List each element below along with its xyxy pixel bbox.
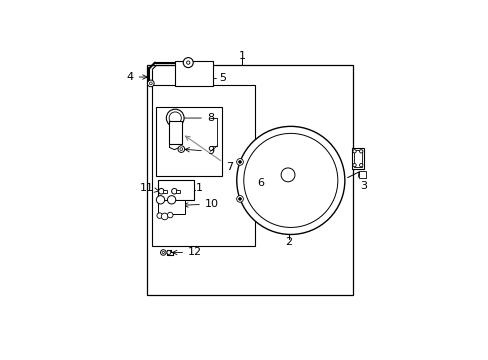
Text: 11: 11 bbox=[181, 184, 203, 193]
Circle shape bbox=[147, 80, 154, 87]
Bar bbox=[163, 190, 166, 193]
Bar bbox=[156, 107, 222, 176]
Circle shape bbox=[236, 195, 243, 202]
Circle shape bbox=[352, 150, 355, 153]
Circle shape bbox=[161, 213, 168, 220]
Circle shape bbox=[160, 250, 166, 255]
Bar bbox=[351, 148, 363, 169]
Circle shape bbox=[171, 188, 177, 194]
Circle shape bbox=[352, 163, 355, 167]
Circle shape bbox=[158, 188, 164, 194]
Text: 6: 6 bbox=[257, 178, 264, 188]
Circle shape bbox=[359, 150, 362, 153]
Text: 4: 4 bbox=[126, 72, 147, 82]
Text: 7: 7 bbox=[185, 136, 232, 172]
Bar bbox=[158, 200, 185, 214]
Bar bbox=[176, 190, 179, 193]
Circle shape bbox=[236, 159, 243, 165]
Bar bbox=[152, 85, 254, 246]
Circle shape bbox=[281, 168, 294, 182]
Bar bbox=[358, 171, 365, 177]
Circle shape bbox=[183, 58, 193, 68]
Circle shape bbox=[236, 126, 344, 234]
Bar bbox=[168, 121, 182, 144]
Circle shape bbox=[166, 251, 170, 255]
Circle shape bbox=[238, 161, 241, 163]
Text: 2: 2 bbox=[285, 237, 292, 247]
Circle shape bbox=[169, 112, 181, 124]
Circle shape bbox=[186, 61, 189, 64]
Text: 9: 9 bbox=[184, 146, 214, 156]
Text: 10: 10 bbox=[183, 199, 218, 209]
Circle shape bbox=[157, 213, 162, 219]
Circle shape bbox=[178, 146, 184, 152]
Text: 12: 12 bbox=[172, 247, 202, 257]
Circle shape bbox=[156, 195, 164, 204]
Bar bbox=[175, 61, 212, 86]
Circle shape bbox=[167, 195, 175, 204]
Circle shape bbox=[167, 212, 173, 218]
Text: 11: 11 bbox=[140, 184, 159, 193]
Circle shape bbox=[166, 109, 183, 127]
Text: 3: 3 bbox=[358, 172, 366, 191]
Circle shape bbox=[238, 198, 241, 200]
Text: 8: 8 bbox=[179, 113, 214, 123]
Bar bbox=[353, 150, 361, 167]
Bar bbox=[158, 180, 193, 200]
Circle shape bbox=[359, 163, 362, 167]
Text: 1: 1 bbox=[238, 51, 245, 61]
Text: 5: 5 bbox=[218, 73, 225, 83]
Bar bbox=[146, 66, 352, 296]
